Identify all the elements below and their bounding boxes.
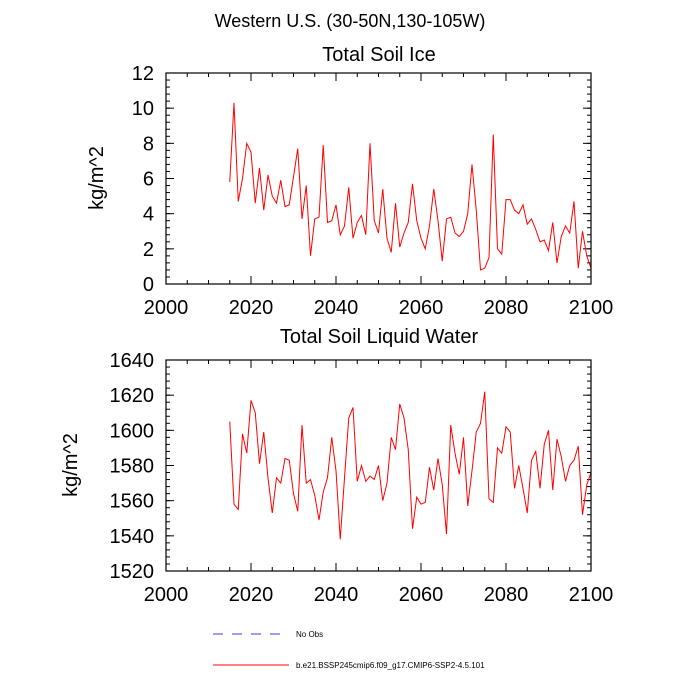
legend: No Obs b.e21.BSSP245cmip6.f09_g17.CMIP6-… [213,630,485,670]
legend-label-model: b.e21.BSSP245cmip6.f09_g17.CMIP6-SSP2-4.… [296,661,485,670]
x-tick-label: 2040 [314,584,359,606]
y-tick-label: 1540 [110,526,155,548]
y-tick-label: 1580 [110,456,155,478]
y-tick-label: 12 [132,63,154,85]
y-tick-label: 2 [143,239,154,261]
series-line [229,391,592,540]
y-tick-label: 8 [143,133,154,155]
y-tick-label: 6 [143,169,154,191]
x-tick-label: 2100 [569,584,614,606]
panel-title: Total Soil Ice [322,44,435,66]
tick-labels: 2000 2020 2040 2060 2080 2100 1520 1540 1560 1580… [110,350,614,606]
x-tick-label: 2080 [484,297,529,319]
y-tick-label: 1640 [110,350,155,372]
x-tick-label: 2040 [314,297,359,319]
x-tick-label: 2100 [569,297,614,319]
x-tick-label: 2020 [229,297,274,319]
tick-labels: 2000 2020 2040 2060 2080 2100 0 2 4 6 8 10 12 [132,63,614,319]
y-tick-label: 1520 [110,561,155,583]
panel-title: Total Soil Liquid Water [280,326,479,348]
x-tick-label: 2000 [144,584,189,606]
legend-label-no-obs: No Obs [296,630,323,639]
series-line [229,102,592,271]
y-tick-label: 1620 [110,385,155,407]
x-tick-label: 2060 [399,297,444,319]
y-axis-label: kg/m^2 [60,433,82,497]
figure-title: Western U.S. (30-50N,130-105W) [215,11,486,31]
y-tick-label: 10 [132,98,154,120]
plot-frame [165,359,592,572]
y-tick-label: 4 [143,204,154,226]
y-tick-label: 1600 [110,420,155,442]
x-tick-label: 2000 [144,297,189,319]
y-axis-label: kg/m^2 [86,146,108,210]
y-tick-label: 1560 [110,491,155,513]
panel-total-soil-ice: Total Soil Ice kg/m^2 2000 2020 2040 2060 20… [86,44,613,319]
plot-frame [165,72,592,285]
x-tick-label: 2080 [484,584,529,606]
y-tick-label: 0 [143,274,154,296]
panel-total-soil-liquid-water: Total Soil Liquid Water kg/m^2 2000 2020 2… [60,326,613,606]
x-tick-label: 2060 [399,584,444,606]
x-tick-label: 2020 [229,584,274,606]
